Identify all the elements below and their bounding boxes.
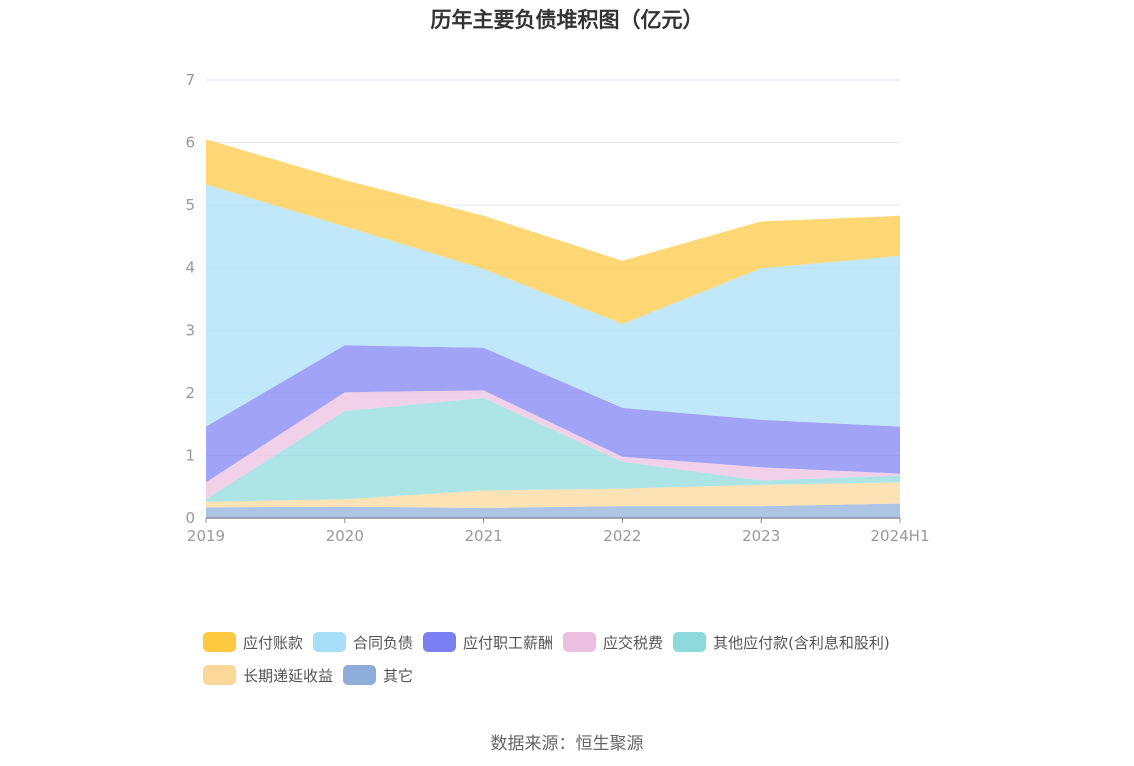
- y-tick-label: 1: [185, 446, 195, 464]
- y-tick-label: 6: [185, 134, 195, 152]
- legend-item-accounts-payable[interactable]: 应付账款: [203, 632, 303, 653]
- legend-swatch: [313, 632, 347, 652]
- legend-label: 其它: [383, 666, 414, 685]
- legend-swatch: [203, 665, 236, 685]
- legend-label: 合同负债: [353, 633, 414, 652]
- x-tick-label: 2019: [187, 527, 225, 545]
- y-tick-label: 5: [185, 196, 195, 214]
- area-series: 其他应付款(含利息和股利): [206, 397, 900, 502]
- legend-swatch: [203, 632, 236, 652]
- legend-item-other-payables[interactable]: 其他应付款(含利息和股利): [673, 632, 890, 653]
- area-series: 长期递延收益: [206, 482, 900, 508]
- data-source: 数据来源：恒生聚源: [490, 734, 644, 754]
- x-tick-label: 2022: [603, 527, 641, 545]
- x-tick-label: 2023: [742, 527, 780, 545]
- y-tick-label: 4: [185, 259, 195, 277]
- area-series: 其它: [206, 503, 900, 518]
- x-tick-label: 2024H1: [871, 527, 930, 545]
- legend-item-deferred-income[interactable]: 长期递延收益: [203, 665, 333, 686]
- legend: 应付账款 合同负债 应付职工薪酬 应交税费 其他应付款(含利息和股利) 长期递延…: [203, 631, 963, 697]
- area-series: 应交税费: [206, 390, 900, 500]
- legend-swatch: [673, 632, 707, 652]
- area-series: 应付账款: [206, 139, 900, 324]
- area-series: 应付职工薪酬: [206, 345, 900, 483]
- legend-label: 应付职工薪酬: [463, 633, 554, 652]
- legend-item-contract-liabilities[interactable]: 合同负债: [313, 632, 413, 653]
- legend-label: 应付账款: [243, 633, 304, 652]
- legend-item-employee-pay[interactable]: 应付职工薪酬: [423, 632, 553, 653]
- legend-row-1: 应付账款 合同负债 应付职工薪酬 应交税费 其他应付款(含利息和股利): [203, 631, 963, 653]
- legend-label: 长期递延收益: [243, 666, 334, 685]
- legend-item-taxes-payable[interactable]: 应交税费: [563, 632, 663, 653]
- legend-label: 应交税费: [603, 633, 664, 652]
- legend-swatch: [343, 665, 377, 685]
- y-tick-label: 7: [185, 71, 195, 89]
- y-tick-label: 2: [185, 384, 195, 402]
- x-tick-label: 2020: [326, 527, 364, 545]
- legend-item-others[interactable]: 其它: [343, 665, 413, 686]
- y-tick-label: 0: [185, 509, 195, 527]
- area-series: 合同负债: [206, 184, 900, 427]
- legend-swatch: [563, 632, 597, 652]
- x-tick-label: 2021: [465, 527, 503, 545]
- stacked-area-chart: 其它长期递延收益其他应付款(含利息和股利)应交税费应付职工薪酬合同负债应付账款 …: [185, 71, 930, 545]
- legend-swatch: [423, 632, 457, 652]
- y-tick-label: 3: [185, 321, 195, 339]
- chart-title: 历年主要负债堆积图（亿元）: [430, 8, 704, 32]
- legend-row-2: 长期递延收益 其它: [203, 664, 963, 686]
- legend-label: 其他应付款(含利息和股利): [713, 633, 890, 652]
